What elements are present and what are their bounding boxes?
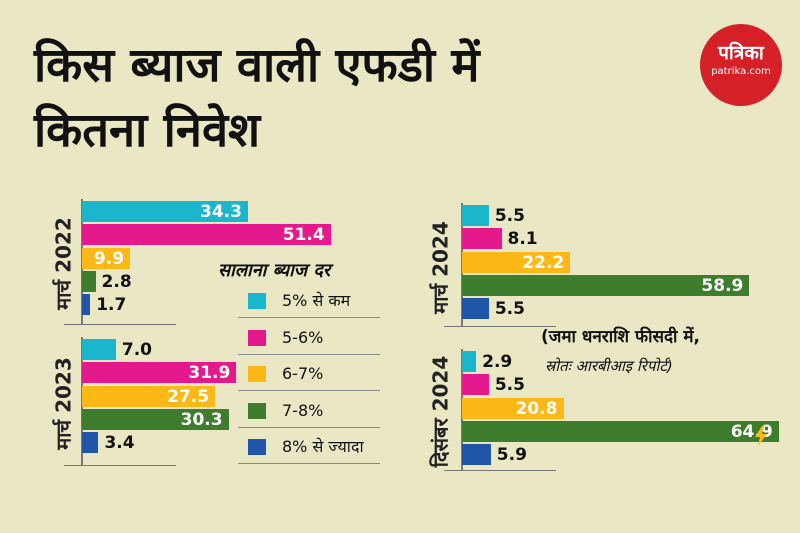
legend-swatch [248, 366, 266, 382]
chart-4-period-label: दिसंबर 2024 [428, 355, 453, 467]
chart-4-value-label: 20.8 [515, 398, 558, 419]
chart-1-value-label: 9.9 [93, 248, 125, 269]
chart-1-period-label: मार्च 2022 [51, 216, 76, 310]
chart-1-bar [82, 224, 331, 246]
legend-title: सालाना ब्याज दर [218, 260, 331, 281]
chart-4-value-label: 5.9 [496, 445, 527, 466]
chart-4-bar [462, 397, 564, 419]
legend-divider [238, 426, 380, 428]
page-title: किस ब्याज वाली एफडी में [34, 38, 480, 93]
chart-1-value-label: 51.4 [282, 225, 325, 246]
chart-1-baseline [64, 324, 176, 325]
chart-4-bar [462, 444, 491, 466]
chart-4-bar [462, 351, 477, 372]
chart-1-value-label: 34.3 [200, 202, 242, 222]
chart-4-baseline [444, 470, 556, 471]
chart-4-bar [462, 374, 489, 396]
legend-item-label: 5% से कम [282, 291, 351, 310]
chart-3-value-label: 8.1 [507, 229, 538, 250]
chart-2-bar [82, 385, 216, 407]
legend-item-label: 6-7% [282, 364, 324, 383]
chart-2-value-label: 31.9 [188, 363, 231, 384]
chart-2-value-label: 30.3 [180, 409, 223, 430]
chart-1-bar [82, 201, 248, 222]
chart-2-period-label: मार्च 2023 [51, 356, 76, 450]
lightning-icon [755, 426, 767, 446]
legend-swatch [248, 439, 266, 455]
chart-2-value-label: 7.0 [121, 340, 152, 360]
chart-2-bar [82, 339, 116, 360]
chart-3-value-label: 22.2 [522, 252, 565, 273]
brand-site: patrika.com [711, 66, 771, 77]
chart-4-value-label: 2.9 [482, 352, 513, 372]
chart-3-bar [462, 205, 489, 226]
chart-3-value-label: 5.5 [494, 206, 525, 226]
chart-2-bar [82, 432, 99, 454]
chart-2-bar [82, 408, 229, 430]
chart-3-bar [462, 251, 571, 273]
legend-divider [238, 390, 380, 391]
page-subtitle: कितना निवेश [34, 103, 261, 158]
unit-note: (जमा धनराशि फीसदी में, [541, 327, 700, 347]
legend-item-label: 8% से ज्यादा [282, 437, 364, 456]
chart-3-period-label: मार्च 2024 [428, 220, 453, 314]
chart-3-value-label: 58.9 [701, 275, 744, 296]
legend-divider [238, 353, 380, 355]
chart-3-bar [462, 274, 750, 296]
chart-2-baseline [64, 465, 176, 466]
legend-swatch [248, 402, 266, 419]
legend-divider [238, 463, 380, 464]
chart-2-value-label: 27.5 [167, 386, 210, 407]
chart-4-value-label: 5.5 [494, 375, 525, 396]
chart-2-value-label: 3.4 [104, 433, 135, 454]
chart-1-value-label: 2.8 [101, 271, 132, 292]
chart-3-bar [462, 298, 489, 320]
legend-item-label: 5-6% [282, 327, 324, 347]
brand-name: पत्रिका [718, 42, 764, 64]
chart-3-bar [462, 228, 502, 250]
source-note: स्रोतः आरबीआइ रिपोर्ट) [545, 357, 673, 375]
chart-1-bar [82, 294, 91, 316]
chart-1-value-label: 1.7 [96, 295, 127, 316]
legend-item-label: 7-8% [282, 400, 324, 420]
chart-2-bar [82, 362, 237, 384]
legend-divider [238, 317, 380, 318]
legend-swatch [248, 293, 266, 309]
chart-1-bar [82, 247, 130, 269]
chart-3-value-label: 5.5 [494, 299, 525, 320]
chart-3-baseline [444, 326, 556, 327]
legend-swatch [248, 329, 266, 346]
chart-4-bar [462, 420, 779, 442]
brand-logo: पत्रिका patrika.com [700, 24, 782, 106]
chart-1-bar [82, 270, 96, 292]
